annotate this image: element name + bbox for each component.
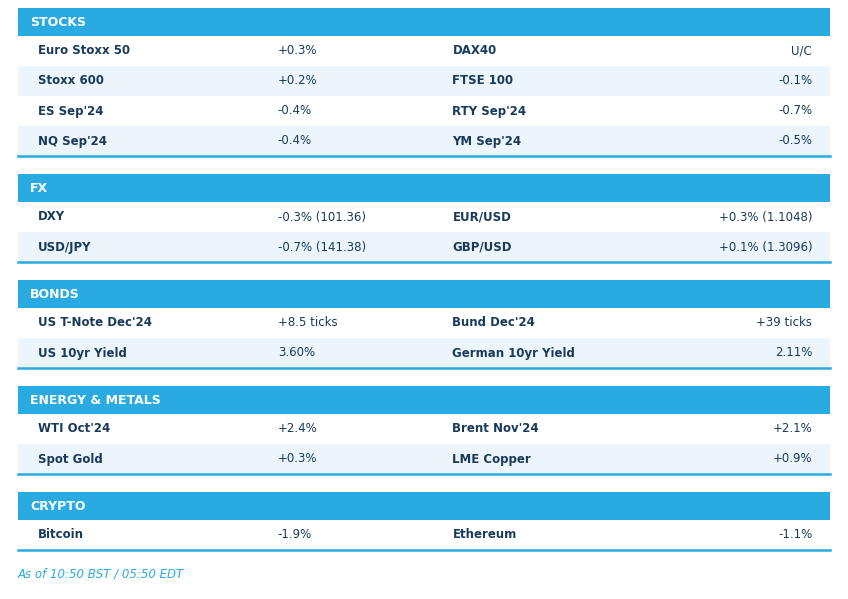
Text: WTI Oct'24: WTI Oct'24 xyxy=(38,422,110,435)
Bar xyxy=(18,444,830,474)
Text: STOCKS: STOCKS xyxy=(30,16,86,29)
Text: 2.11%: 2.11% xyxy=(775,346,812,359)
Text: +2.1%: +2.1% xyxy=(773,422,812,435)
Text: US T-Note Dec'24: US T-Note Dec'24 xyxy=(38,316,153,329)
Text: ENERGY & METALS: ENERGY & METALS xyxy=(30,394,161,407)
Text: EUR/USD: EUR/USD xyxy=(453,210,511,223)
Text: YM Sep'24: YM Sep'24 xyxy=(453,135,522,147)
Text: US 10yr Yield: US 10yr Yield xyxy=(38,346,127,359)
Text: Stoxx 600: Stoxx 600 xyxy=(38,74,104,87)
Text: -0.3% (101.36): -0.3% (101.36) xyxy=(278,210,365,223)
Text: FX: FX xyxy=(30,181,48,195)
Text: -0.4%: -0.4% xyxy=(278,104,312,117)
Bar xyxy=(18,36,830,66)
Bar xyxy=(18,520,830,550)
Text: DXY: DXY xyxy=(38,210,65,223)
Text: +0.3%: +0.3% xyxy=(278,44,317,58)
Bar xyxy=(18,202,830,232)
Text: -0.4%: -0.4% xyxy=(278,135,312,147)
Text: -1.1%: -1.1% xyxy=(778,528,812,541)
Text: BONDS: BONDS xyxy=(30,288,80,301)
Text: Spot Gold: Spot Gold xyxy=(38,452,103,465)
Text: Bitcoin: Bitcoin xyxy=(38,528,84,541)
Text: -0.5%: -0.5% xyxy=(778,135,812,147)
Text: German 10yr Yield: German 10yr Yield xyxy=(453,346,575,359)
Text: +0.1% (1.3096): +0.1% (1.3096) xyxy=(718,241,812,253)
Text: USD/JPY: USD/JPY xyxy=(38,241,92,253)
Text: Brent Nov'24: Brent Nov'24 xyxy=(453,422,539,435)
Text: DAX40: DAX40 xyxy=(453,44,497,58)
Text: ES Sep'24: ES Sep'24 xyxy=(38,104,103,117)
Text: Euro Stoxx 50: Euro Stoxx 50 xyxy=(38,44,131,58)
Text: NQ Sep'24: NQ Sep'24 xyxy=(38,135,108,147)
Text: Ethereum: Ethereum xyxy=(453,528,516,541)
Text: FTSE 100: FTSE 100 xyxy=(453,74,514,87)
Text: CRYPTO: CRYPTO xyxy=(30,500,86,513)
Text: +39 ticks: +39 ticks xyxy=(756,316,812,329)
Text: As of 10:50 BST / 05:50 EDT: As of 10:50 BST / 05:50 EDT xyxy=(18,567,184,580)
Text: +0.3% (1.1048): +0.3% (1.1048) xyxy=(718,210,812,223)
Bar xyxy=(18,232,830,262)
Bar xyxy=(18,386,830,414)
Bar xyxy=(18,280,830,308)
Bar xyxy=(18,414,830,444)
Text: +0.9%: +0.9% xyxy=(773,452,812,465)
Text: -1.9%: -1.9% xyxy=(278,528,312,541)
Text: +0.3%: +0.3% xyxy=(278,452,317,465)
Bar xyxy=(18,66,830,96)
Text: Bund Dec'24: Bund Dec'24 xyxy=(453,316,535,329)
Bar xyxy=(18,96,830,126)
Bar xyxy=(18,8,830,36)
Text: 3.60%: 3.60% xyxy=(278,346,315,359)
Bar xyxy=(18,308,830,338)
Bar xyxy=(18,492,830,520)
Text: LME Copper: LME Copper xyxy=(453,452,531,465)
Bar xyxy=(18,174,830,202)
Text: -0.7%: -0.7% xyxy=(778,104,812,117)
Text: GBP/USD: GBP/USD xyxy=(453,241,512,253)
Text: U/C: U/C xyxy=(791,44,812,58)
Bar xyxy=(18,338,830,368)
Text: +2.4%: +2.4% xyxy=(278,422,318,435)
Bar xyxy=(18,126,830,156)
Text: -0.7% (141.38): -0.7% (141.38) xyxy=(278,241,366,253)
Text: RTY Sep'24: RTY Sep'24 xyxy=(453,104,527,117)
Text: +0.2%: +0.2% xyxy=(278,74,317,87)
Text: -0.1%: -0.1% xyxy=(778,74,812,87)
Text: +8.5 ticks: +8.5 ticks xyxy=(278,316,338,329)
